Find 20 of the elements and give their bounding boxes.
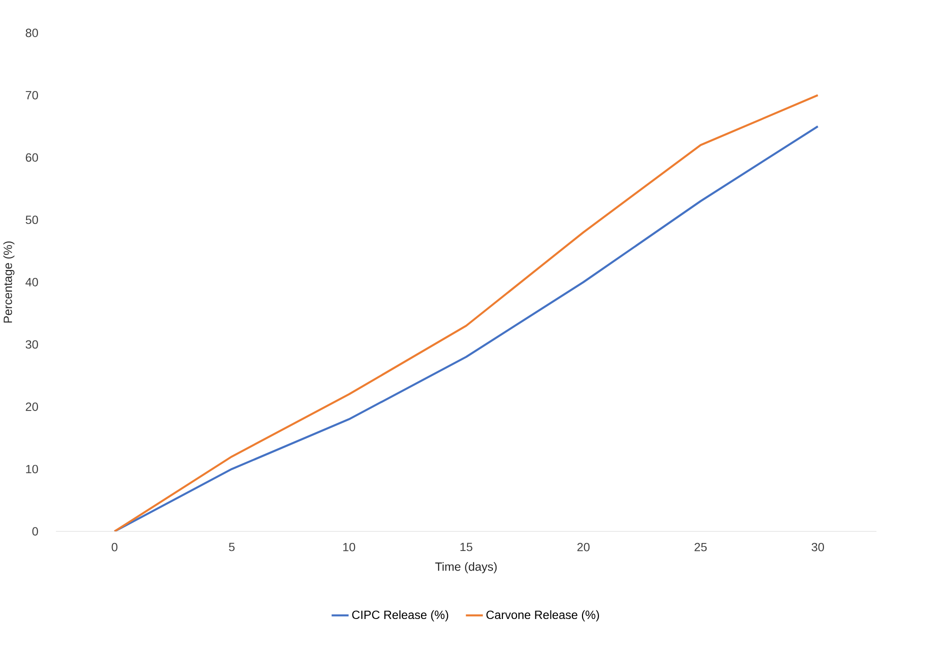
y-axis-title: Percentage (%) bbox=[3, 241, 14, 323]
x-tick-label: 5 bbox=[228, 542, 235, 552]
y-tick-label: 40 bbox=[26, 278, 38, 286]
y-tick-label: 60 bbox=[26, 153, 38, 162]
y-tick-label: 70 bbox=[26, 90, 38, 100]
y-tick-label: 10 bbox=[26, 464, 38, 474]
x-tick-label: 10 bbox=[343, 542, 356, 552]
y-tick-label: 20 bbox=[26, 402, 38, 411]
y-tick-label: 30 bbox=[26, 340, 38, 349]
x-tick-label: 30 bbox=[812, 542, 824, 552]
legend-label: CIPC Release (%) bbox=[352, 610, 448, 622]
x-axis-title: Time (days) bbox=[435, 562, 497, 574]
x-tick-label: 20 bbox=[577, 542, 590, 552]
legend-label: Carvone Release (%) bbox=[486, 610, 599, 622]
x-tick-label: 0 bbox=[112, 542, 118, 552]
x-tick-label: 15 bbox=[460, 542, 472, 552]
x-tick-label: 25 bbox=[694, 542, 707, 552]
y-tick-label: 0 bbox=[32, 527, 38, 536]
y-tick-label: 50 bbox=[26, 216, 38, 224]
y-tick-label: 80 bbox=[26, 28, 38, 38]
